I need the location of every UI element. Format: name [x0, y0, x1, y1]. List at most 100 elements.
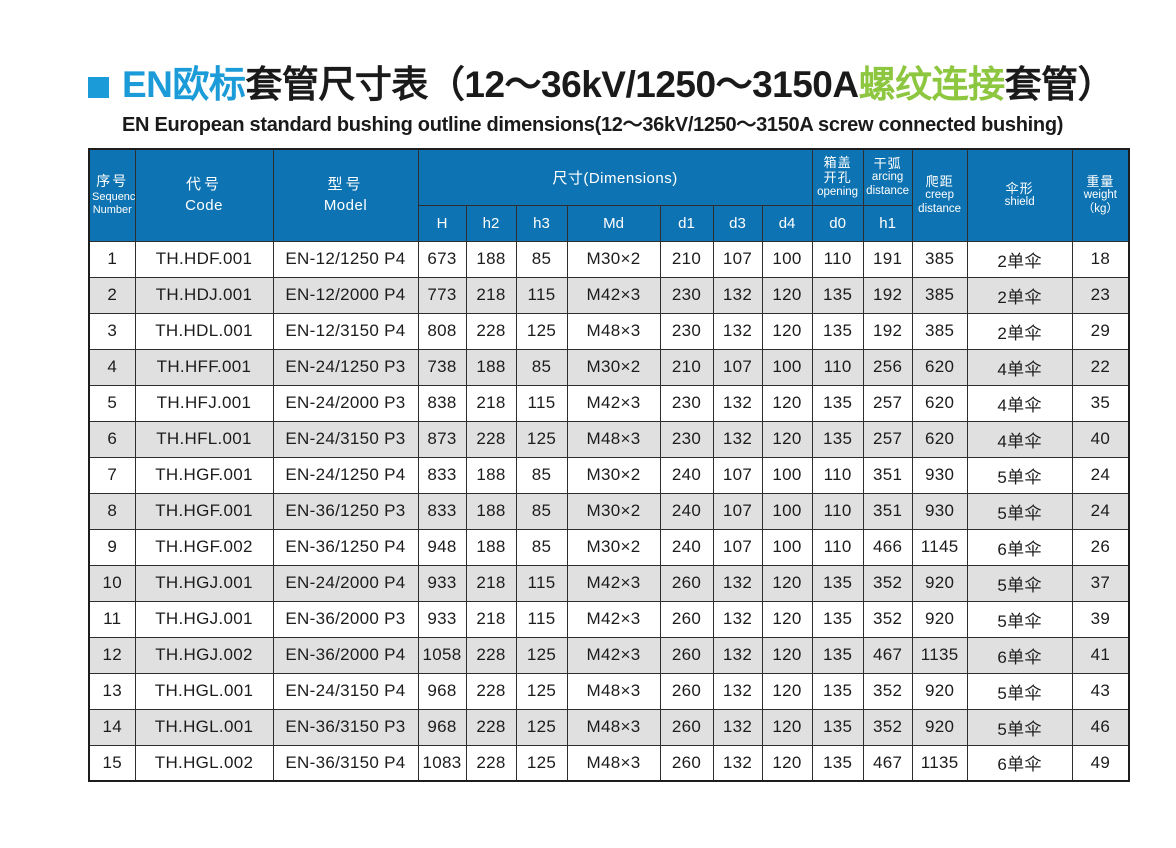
table-cell: TH.HGL.001 [134, 708, 274, 746]
col-header-dimensions: 尺寸(Dimensions) [417, 148, 813, 206]
table-cell: 188 [465, 492, 517, 530]
table-cell: EN-12/2000 P4 [272, 276, 419, 314]
table-cell: 110 [811, 456, 864, 494]
table-cell: 833 [417, 492, 467, 530]
table-cell: 135 [811, 636, 864, 674]
col-subheader-d1: d1 [659, 204, 714, 242]
table-cell: M48×3 [566, 744, 661, 782]
table-cell: TH.HGL.002 [134, 744, 274, 782]
table-cell: 3 [88, 312, 136, 350]
header-label-line: Sequence [92, 190, 135, 203]
table-cell: 1 [88, 240, 136, 278]
header-label-line: arcing [871, 171, 904, 184]
table-cell: 240 [659, 492, 714, 530]
table-cell: 948 [417, 528, 467, 566]
table-cell: 228 [465, 672, 517, 710]
table-cell: EN-24/1250 P4 [272, 456, 419, 494]
header-label-line: （kg） [1082, 203, 1118, 216]
table-cell: EN-24/2000 P3 [272, 384, 419, 422]
table-cell: 256 [862, 348, 913, 386]
title-segment-en-standard: EN欧标 [122, 64, 246, 105]
table-cell: 920 [911, 600, 968, 638]
col-subheader-H: H [417, 204, 467, 242]
table-cell: TH.HGL.001 [134, 672, 274, 710]
table-cell: 125 [515, 312, 568, 350]
table-cell: EN-36/1250 P4 [272, 528, 419, 566]
page-title-text: EN欧标套管尺寸表（12～36kV/1250～3150A螺纹连接套管） [122, 64, 1115, 105]
table-cell: TH.HFF.001 [134, 348, 274, 386]
table-cell: 1135 [911, 744, 968, 782]
table-cell: 467 [862, 744, 913, 782]
table-cell: 352 [862, 564, 913, 602]
table-cell: 218 [465, 276, 517, 314]
table-row: 3 TH.HDL.001 EN-12/3150 P4 808 228 125 M48×3 23… [88, 312, 1130, 350]
table-cell: 132 [712, 744, 763, 782]
table-cell: 4单伞 [966, 420, 1073, 458]
col-subheader-Md: Md [566, 204, 661, 242]
table-cell: 930 [911, 456, 968, 494]
table-cell: EN-36/3150 P4 [272, 744, 419, 782]
table-wrap: 序号 Sequence Number 代号 Code 型号 Model 尺寸(D… [88, 148, 1131, 782]
table-cell: 125 [515, 672, 568, 710]
col-subheader-d3: d3 [712, 204, 763, 242]
table-cell: EN-12/1250 P4 [272, 240, 419, 278]
table-cell: 100 [761, 456, 813, 494]
header-label-line: Model [323, 196, 368, 214]
table-cell: 467 [862, 636, 913, 674]
table-cell: 260 [659, 564, 714, 602]
table-cell: 120 [761, 276, 813, 314]
header-label-line: 开孔 [823, 170, 852, 186]
table-cell: 968 [417, 672, 467, 710]
table-cell: TH.HFJ.001 [134, 384, 274, 422]
table-cell: 115 [515, 384, 568, 422]
table-cell: 37 [1071, 564, 1130, 602]
table-cell: EN-12/3150 P4 [272, 312, 419, 350]
table-row: 8 TH.HGF.001 EN-36/1250 P3 833 188 85 M30×2 240… [88, 492, 1130, 530]
table-cell: 230 [659, 420, 714, 458]
table-cell: 260 [659, 708, 714, 746]
table-row: 9 TH.HGF.002 EN-36/1250 P4 948 188 85 M30×2 240… [88, 528, 1130, 566]
table-cell: 110 [811, 348, 864, 386]
header-label-line: opening [817, 185, 859, 198]
table-cell: 6单伞 [966, 636, 1073, 674]
table-cell: M42×3 [566, 600, 661, 638]
table-cell: 132 [712, 420, 763, 458]
header-label-line: Code [185, 196, 223, 214]
table-cell: EN-36/3150 P3 [272, 708, 419, 746]
table-cell: 8 [88, 492, 136, 530]
table-cell: 833 [417, 456, 467, 494]
table-cell: 135 [811, 672, 864, 710]
table-cell: 257 [862, 384, 913, 422]
table-cell: TH.HDJ.001 [134, 276, 274, 314]
table-cell: 1135 [911, 636, 968, 674]
table-row: 14 TH.HGL.001 EN-36/3150 P3 968 228 125 M48×3 2… [88, 708, 1130, 746]
header-label-line: 伞形 [1005, 180, 1034, 196]
header-label-line: distance [918, 203, 962, 216]
blue-square-bullet-icon [88, 76, 109, 98]
table-cell: M48×3 [566, 672, 661, 710]
table-cell: 228 [465, 708, 517, 746]
table-row: 6 TH.HFL.001 EN-24/3150 P3 873 228 125 M48×3 23… [88, 420, 1130, 458]
table-cell: M48×3 [566, 708, 661, 746]
table-cell: 218 [465, 564, 517, 602]
table-cell: 10 [88, 564, 136, 602]
header-label-line: 爬距 [925, 173, 954, 189]
col-header-creep-distance: 爬距 creep distance [911, 148, 968, 242]
table-row: 1 TH.HDF.001 EN-12/1250 P4 673 188 85 M30×2 210… [88, 240, 1130, 278]
table-cell: M42×3 [566, 276, 661, 314]
table-cell: 5单伞 [966, 708, 1073, 746]
table-row: 12 TH.HGJ.002 EN-36/2000 P4 1058 228 125 M42×3… [88, 636, 1130, 674]
table-cell: 1058 [417, 636, 467, 674]
table-cell: 100 [761, 492, 813, 530]
table-cell: 5单伞 [966, 600, 1073, 638]
table-cell: 132 [712, 564, 763, 602]
col-subheader-h2: h2 [465, 204, 517, 242]
table-cell: 240 [659, 456, 714, 494]
table-cell: M42×3 [566, 636, 661, 674]
table-cell: 23 [1071, 276, 1130, 314]
table-row: 13 TH.HGL.001 EN-24/3150 P4 968 228 125 M48×3 2… [88, 672, 1130, 710]
col-subheader-h3: h3 [515, 204, 568, 242]
table-cell: 125 [515, 708, 568, 746]
table-row: 15 TH.HGL.002 EN-36/3150 P4 1083 228 125 M48×3… [88, 744, 1130, 782]
table-cell: 85 [515, 528, 568, 566]
